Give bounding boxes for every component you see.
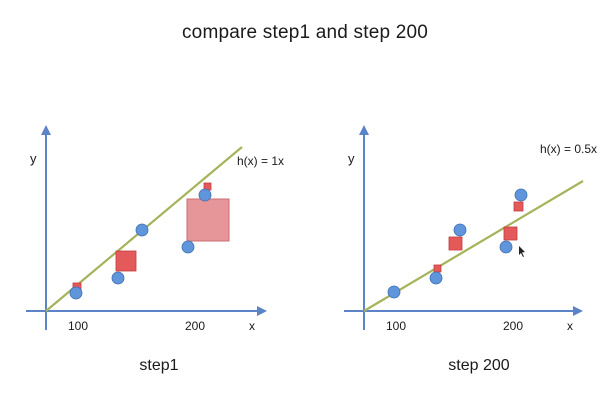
right-x-axis-label: x	[567, 319, 573, 333]
right-data-point	[387, 285, 401, 299]
left-error-square	[186, 198, 230, 242]
left-panel: y h(x) = 1x 100 200 x step1	[26, 125, 284, 374]
right-error-square	[448, 236, 463, 251]
right-error-square	[433, 264, 442, 273]
right-y-axis-label: y	[348, 151, 355, 166]
right-error-square	[503, 226, 518, 241]
left-data-point	[181, 240, 195, 254]
left-y-axis-label: y	[30, 151, 37, 166]
mouse-cursor-icon	[519, 246, 525, 257]
left-caption: step1	[139, 357, 178, 374]
right-data-point	[453, 223, 467, 237]
slide-title: compare step1 and step 200	[181, 22, 429, 43]
right-data-point	[499, 240, 513, 254]
left-data-point	[111, 271, 125, 285]
left-equation: h(x) = 1x	[237, 154, 284, 168]
right-data-point	[429, 271, 443, 285]
right-equation: h(x) = 0.5x	[540, 142, 597, 156]
right-data-point	[514, 188, 528, 202]
right-error-square	[513, 201, 524, 212]
right-caption: step 200	[448, 357, 509, 374]
left-x-axis-label: x	[249, 319, 255, 333]
right-panel: y h(x) = 0.5x 100 200 x step 200	[344, 125, 597, 374]
left-data-point	[198, 188, 212, 202]
left-tick-100: 100	[68, 319, 88, 333]
left-data-point	[135, 223, 149, 237]
right-hypothesis-line	[363, 180, 584, 312]
left-data-point	[69, 286, 83, 300]
right-tick-200: 200	[503, 319, 523, 333]
right-tick-100: 100	[386, 319, 406, 333]
left-error-square	[115, 250, 137, 272]
left-tick-200: 200	[185, 319, 205, 333]
